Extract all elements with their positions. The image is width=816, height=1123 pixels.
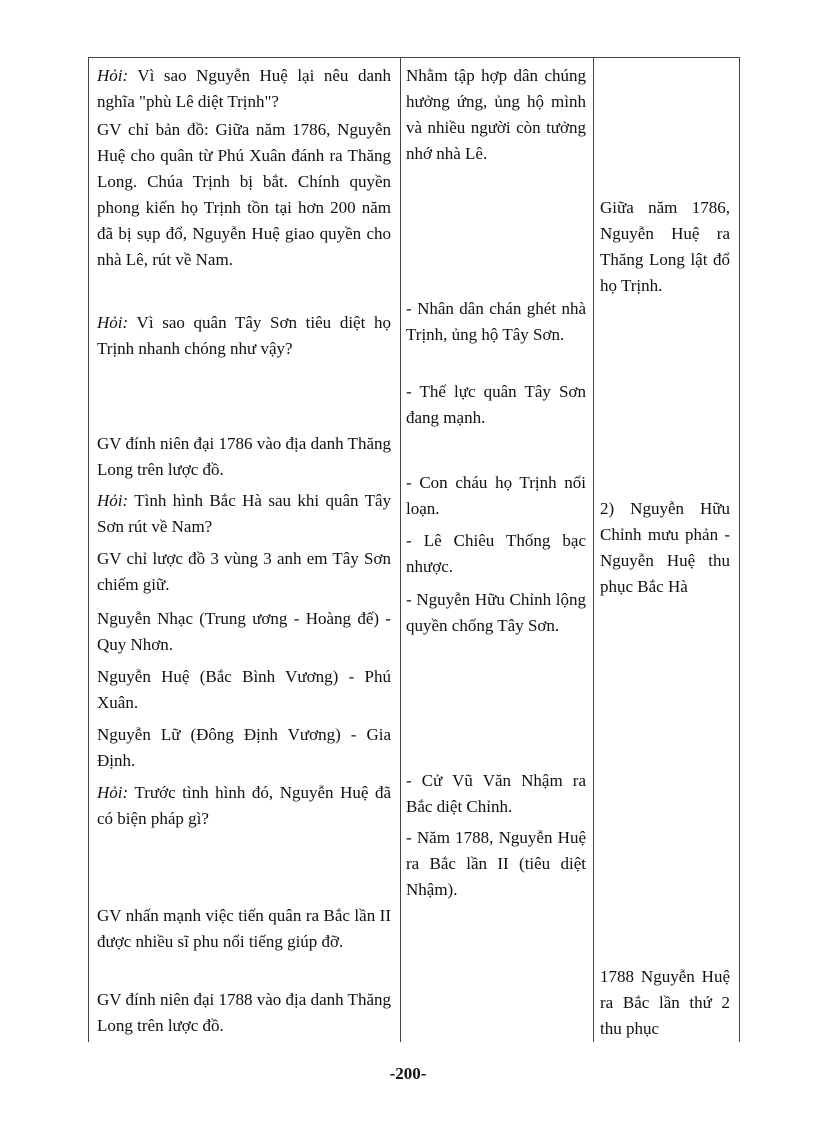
student-answer: - Nhân dân chán ghét nhà Trịnh, ủng hộ T… (406, 299, 586, 344)
student-answer: - Lê Chiêu Thống bạc nhược. (406, 531, 586, 576)
table-left-border (88, 57, 89, 1042)
content-summary: Giữa năm 1786, Nguyễn Huệ ra Thăng Long … (600, 198, 730, 295)
teacher-note: GV chỉ bản đồ: Giữa năm 1786, Nguyễn Huệ… (97, 120, 391, 269)
page-number: -200- (389, 1064, 427, 1083)
teacher-note: GV đính niên đại 1786 vào địa danh Thăng… (97, 434, 391, 479)
column-divider-2 (593, 57, 594, 1042)
student-answer: Nhằm tập hợp dân chúng hưởng ứng, ủng hộ… (406, 66, 586, 163)
teacher-question: Hỏi: Tình hình Bắc Hà sau khi quân Tây S… (97, 491, 391, 536)
table-right-border (739, 57, 740, 1042)
teacher-note: Nguyễn Huệ (Bắc Bình Vương) - Phú Xuân. (97, 667, 391, 712)
content-summary: 2) Nguyễn Hữu Chỉnh mưu phản - Nguyễn Hu… (600, 499, 730, 596)
teacher-note: GV nhấn mạnh việc tiến quân ra Bắc lần I… (97, 906, 391, 951)
table-top-border (88, 57, 740, 58)
teacher-note: GV đính niên đại 1788 vào địa danh Thăng… (97, 990, 391, 1035)
content-summary: 1788 Nguyễn Huệ ra Bắc lần thứ 2 thu phụ… (600, 967, 730, 1038)
student-answer: - Nguyễn Hữu Chỉnh lộng quyền chống Tây … (406, 590, 586, 635)
teacher-question: Hỏi: Trước tình hình đó, Nguyễn Huệ đã c… (97, 783, 391, 828)
teacher-question: Hỏi: Vì sao quân Tây Sơn tiêu diệt họ Tr… (97, 313, 391, 358)
teacher-note: Nguyễn Lữ (Đông Định Vương) - Gia Định. (97, 725, 391, 770)
teacher-note: GV chỉ lược đồ 3 vùng 3 anh em Tây Sơn c… (97, 549, 391, 594)
student-answer: - Thế lực quân Tây Sơn đang mạnh. (406, 382, 586, 427)
column-divider-1 (400, 57, 401, 1042)
student-answer: - Con cháu họ Trịnh nổi loạn. (406, 473, 586, 518)
student-answer: - Cử Vũ Văn Nhậm ra Bắc diệt Chỉnh. (406, 771, 586, 816)
teacher-note: Nguyễn Nhạc (Trung ương - Hoàng đế) - Qu… (97, 609, 391, 654)
student-answer: - Năm 1788, Nguyễn Huệ ra Bắc lần II (ti… (406, 828, 586, 899)
teacher-question: Hỏi: Vì sao Nguyễn Huệ lại nêu danh nghĩ… (97, 66, 391, 111)
